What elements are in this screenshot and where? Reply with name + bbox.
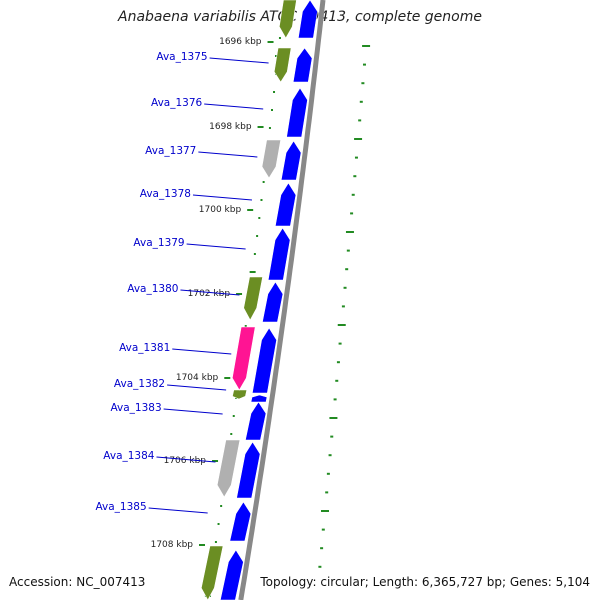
gene-leader-line	[192, 194, 253, 201]
cds-arrow	[262, 281, 284, 323]
gene-leader-line	[172, 348, 232, 355]
map-title: Anabaena variabilis ATCC 29413, complete…	[118, 9, 482, 25]
kbp-label: 1696 kbp	[219, 37, 262, 47]
gene-block-olive	[200, 545, 224, 600]
gene-leader-line	[156, 456, 216, 463]
gene-label: Ava_1381	[119, 342, 170, 354]
gene-leader-line	[180, 289, 240, 296]
kbp-label: 1698 kbp	[209, 122, 252, 132]
gene-leader-line	[209, 57, 269, 64]
cds-arrow	[236, 441, 261, 499]
gene-leader-line	[198, 151, 258, 158]
kbp-label: 1700 kbp	[199, 205, 242, 215]
cds-arrow	[250, 394, 268, 403]
gene-leader-line	[204, 103, 264, 110]
cds-arrow	[274, 182, 297, 227]
cds-arrow	[292, 47, 313, 83]
cds-arrow	[267, 227, 291, 281]
gene-leader-line	[148, 507, 208, 514]
cds-arrow	[286, 87, 308, 138]
genome-summary: Topology: circular; Length: 6,365,727 bp…	[260, 575, 590, 589]
gene-label: Ava_1382	[114, 378, 165, 390]
genome-backbone	[238, 0, 326, 600]
gene-block-olive	[278, 0, 297, 39]
gene-block-gray	[261, 139, 282, 179]
gene-leader-line	[163, 408, 223, 415]
gene-label: Ava_1376	[151, 97, 203, 109]
gene-block-olive	[232, 389, 248, 400]
gene-label: Ava_1379	[133, 237, 184, 249]
accession-label: Accession: NC_007413	[9, 575, 146, 589]
cds-arrow	[297, 0, 318, 39]
kbp-label: 1704 kbp	[176, 373, 219, 383]
cds-arrow	[219, 549, 244, 600]
kbp-label: 1706 kbp	[164, 456, 207, 466]
gene-block-olive	[243, 276, 263, 321]
cds-arrow	[251, 327, 277, 394]
gene-block-pink	[231, 326, 256, 391]
gene-label: Ava_1383	[110, 402, 161, 414]
gene-leader-line	[186, 243, 246, 250]
gene-label: Ava_1375	[156, 51, 207, 63]
gene-label: Ava_1384	[103, 450, 155, 462]
gene-label: Ava_1380	[127, 283, 178, 295]
cds-arrow	[229, 501, 252, 542]
gene-block-gray	[216, 439, 241, 498]
gene-leader-line	[167, 384, 227, 391]
kbp-label: 1702 kbp	[188, 289, 231, 299]
cds-arrow	[245, 401, 267, 441]
kbp-label: 1708 kbp	[151, 540, 194, 550]
gene-block-olive	[273, 47, 292, 83]
gene-label: Ava_1378	[140, 188, 191, 200]
cds-arrow	[280, 140, 302, 181]
gene-label: Ava_1377	[145, 145, 196, 157]
gene-label: Ava_1385	[95, 501, 146, 513]
